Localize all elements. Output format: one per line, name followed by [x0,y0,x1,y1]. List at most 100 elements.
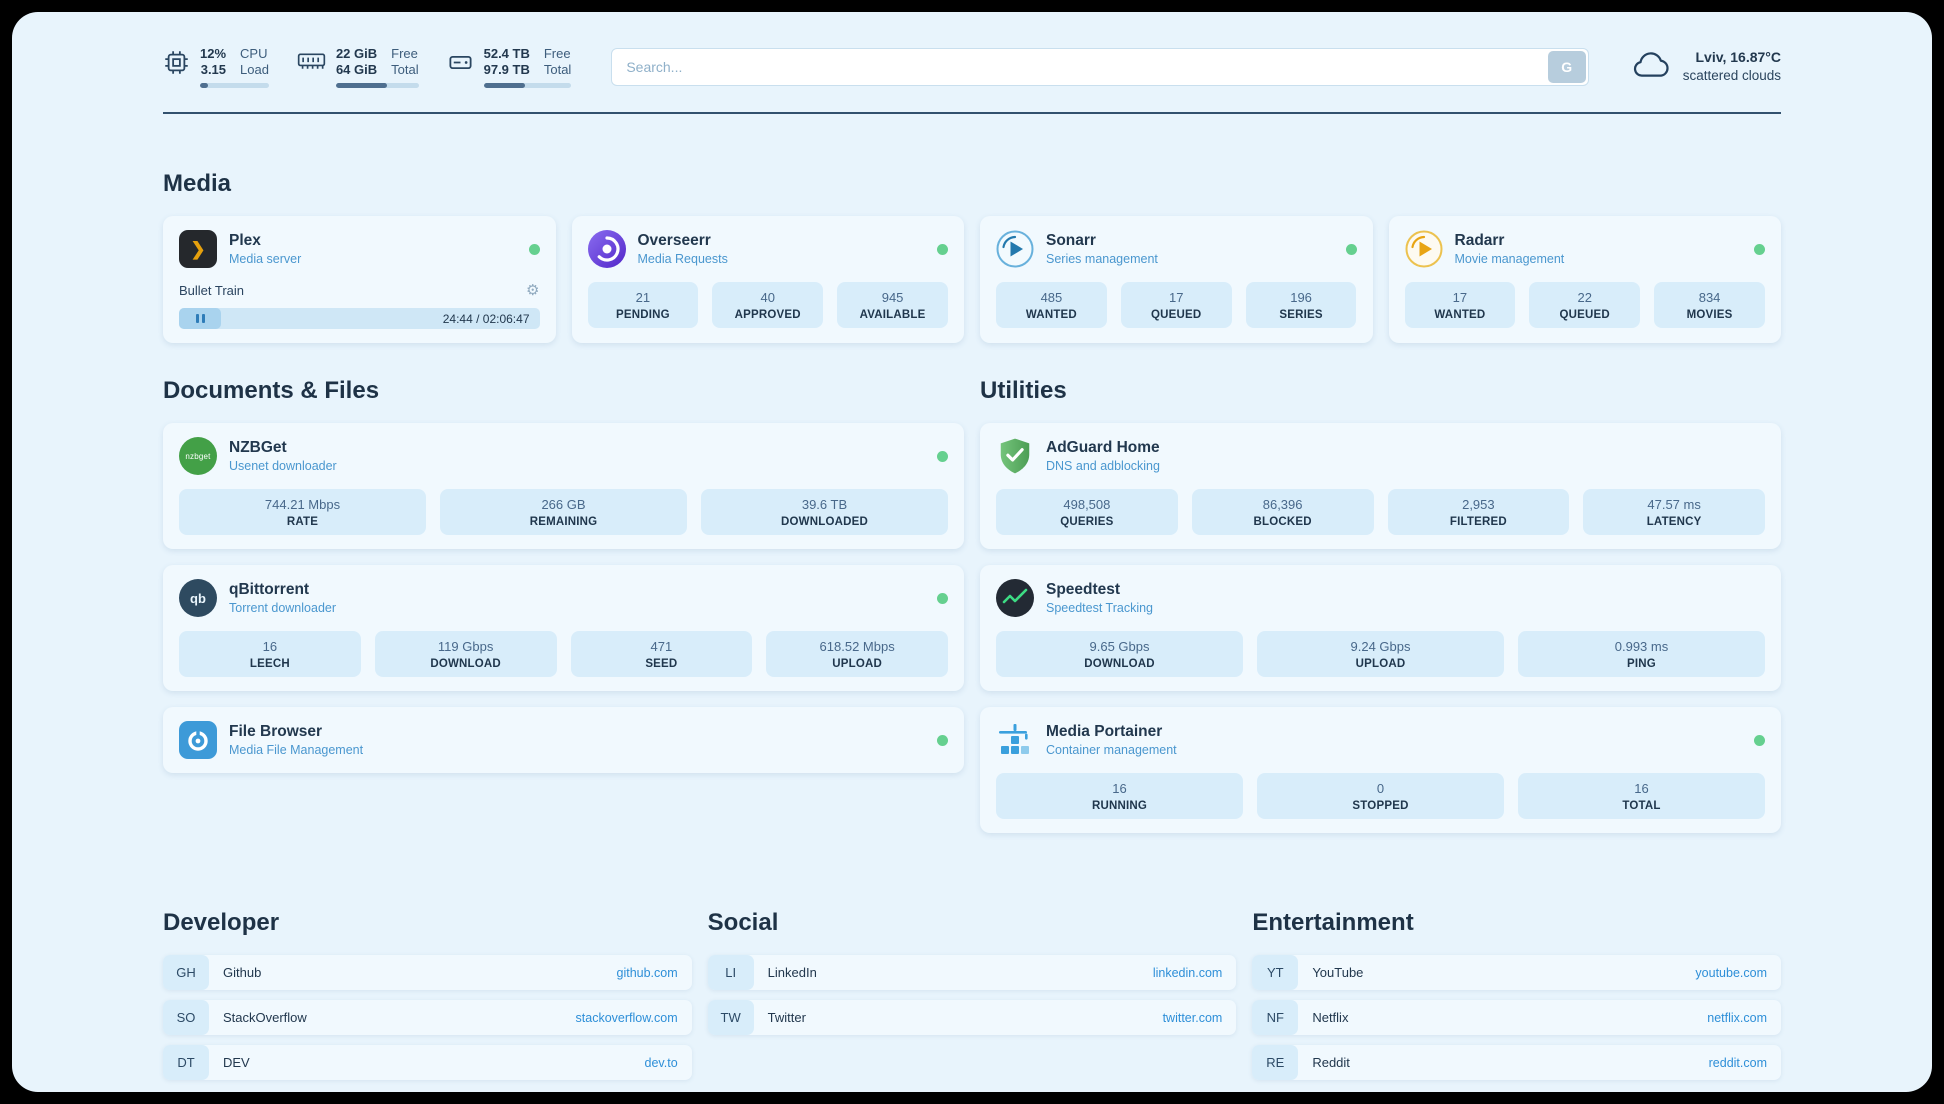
qbittorrent-header[interactable]: qb qBittorrent Torrent downloader [179,579,948,617]
bookmark-abbr: SO [163,1000,209,1035]
bookmark-name: DEV [223,1055,250,1070]
bookmark-linkedin[interactable]: LI LinkedIn linkedin.com [707,955,1237,990]
stat-value: 945 [881,290,904,305]
sonarr-header[interactable]: Sonarr Series management [996,230,1357,268]
stat-box: 0.993 ms PING [1518,631,1765,677]
disk-free: 52.4 TB [483,46,530,61]
bookmark-netflix[interactable]: NF Netflix netflix.com [1252,1000,1781,1035]
bookmark-twitter[interactable]: TW Twitter twitter.com [707,1000,1237,1035]
bookmark-domain: github.com [616,965,678,980]
stat-label: RATE [286,516,319,528]
app-subtitle: Usenet downloader [229,459,337,473]
stat-label: APPROVED [734,309,801,321]
nzbget-header[interactable]: nzbget NZBGet Usenet downloader [179,437,948,475]
overseerr-icon [587,230,626,268]
portainer-header[interactable]: Media Portainer Container management [996,721,1765,759]
media-cards: ❯ Plex Media server Bullet Train ⚙ 24:44… [163,216,1781,343]
nzbget-card: nzbget NZBGet Usenet downloader 744.21 M… [163,423,964,549]
stat-box: 47.57 ms LATENCY [1583,489,1765,535]
portainer-icon [999,724,1029,754]
speedtest-header[interactable]: Speedtest Speedtest Tracking [996,579,1765,617]
stat-label: SEED [645,658,678,670]
adguard-header[interactable]: AdGuard Home DNS and adblocking [996,437,1765,475]
stat-box: 21 PENDING [587,282,699,328]
overseerr-header[interactable]: Overseerr Media Requests [587,230,948,268]
pause-button[interactable] [179,308,221,329]
bookmark-abbr: LI [707,955,754,990]
stat-label: TOTAL [1622,800,1661,812]
ram-total-label: Total [391,62,419,77]
playback-progress-bar[interactable]: 24:44 / 02:06:47 [179,308,540,329]
cpu-load-label: Load [240,62,269,77]
stat-value: 17 [1452,290,1468,305]
cloud-icon [1633,52,1669,77]
stat-label: AVAILABLE [859,309,926,321]
sonarr-stats: 485 WANTED 17 QUEUED 196 SERIES [996,282,1357,328]
weather-widget[interactable]: Lviv, 16.87°C scattered clouds [1629,48,1781,85]
stat-value: 266 GB [541,497,586,512]
disk-total-label: Total [543,62,572,77]
search-engine-button[interactable]: G [1547,51,1586,83]
stat-label: FILTERED [1449,516,1507,528]
stat-value: 119 Gbps [437,639,494,654]
stat-label: DOWNLOAD [430,658,501,670]
ram-free-label: Free [391,46,418,61]
app-title: Plex [229,232,261,249]
nzbget-stats: 744.21 Mbps RATE 266 GB REMAINING 39.6 T… [179,489,948,535]
stat-label: PENDING [616,309,670,321]
bookmark-dev[interactable]: DT DEV dev.to [163,1045,692,1080]
cpu-percent: 12% [200,46,227,61]
stat-box: 834 MOVIES [1654,282,1765,328]
bookmark-abbr: RE [1252,1045,1299,1080]
gear-icon[interactable]: ⚙ [526,282,540,299]
now-playing-title: Bullet Train [179,282,245,298]
filebrowser-card: File Browser Media File Management [163,707,964,773]
bookmark-reddit[interactable]: RE Reddit reddit.com [1252,1045,1781,1080]
bookmark-stackoverflow[interactable]: SO StackOverflow stackoverflow.com [163,1000,692,1035]
stat-label: UPLOAD [832,658,882,670]
stat-box: 119 Gbps DOWNLOAD [374,631,557,677]
stat-value: 9.65 Gbps [1089,639,1150,654]
stat-label: DOWNLOADED [781,516,868,528]
stat-box: 17 WANTED [1404,282,1516,328]
status-dot [528,243,540,255]
stat-box: 2,953 FILTERED [1387,489,1570,535]
search-input[interactable] [611,48,1589,86]
disk-total: 97.9 TB [483,62,530,77]
bookmark-domain: youtube.com [1695,965,1767,980]
ram-stat: 22 GiB Free 64 GiB Total [297,46,419,88]
stat-box: 9.65 Gbps DOWNLOAD [996,631,1243,677]
status-dot [937,592,948,604]
ram-total: 64 GiB [335,62,378,77]
weather-location: Lviv, 16.87°C [1695,49,1782,66]
playback-time: 24:44 / 02:06:47 [442,311,530,326]
status-dot [1754,734,1765,746]
dashboard-panel: 12% CPU 3.15 Load 22 GiB Free 64 GiB [12,12,1932,1092]
bookmark-abbr: GH [163,955,209,990]
bookmark-youtube[interactable]: YT YouTube youtube.com [1252,955,1781,990]
stat-label: LATENCY [1646,516,1702,528]
filebrowser-header[interactable]: File Browser Media File Management [179,721,948,759]
overseerr-card: Overseerr Media Requests 21 PENDING 40 A… [571,216,964,343]
radarr-header[interactable]: Radarr Movie management [1405,230,1765,268]
status-dot [937,243,948,255]
stat-label: RUNNING [1091,800,1148,812]
qbittorrent-stats: 16 LEECH 119 Gbps DOWNLOAD 471 SEED 618.… [179,631,948,677]
stat-value: 16 [262,639,278,654]
bookmark-abbr: YT [1252,955,1299,990]
stat-value: 618.52 Mbps [819,639,895,654]
bookmark-name: Twitter [767,1010,806,1025]
stat-box: 618.52 Mbps UPLOAD [766,631,948,677]
speedtest-stats: 9.65 Gbps DOWNLOAD 9.24 Gbps UPLOAD 0.99… [996,631,1765,677]
app-subtitle: Series management [1046,252,1158,266]
plex-header[interactable]: ❯ Plex Media server [179,230,540,268]
app-title: File Browser [229,723,323,740]
bookmark-github[interactable]: GH Github github.com [163,955,692,990]
disk-icon [449,55,472,70]
app-title: Sonarr [1046,232,1096,249]
disk-free-label: Free [543,46,571,61]
stat-value: 0.993 ms [1614,639,1669,654]
stat-box: 196 SERIES [1245,282,1357,328]
app-subtitle: Media server [229,252,302,266]
entertainment-bookmarks: Entertainment YT YouTube youtube.com NF … [1252,849,1781,1090]
